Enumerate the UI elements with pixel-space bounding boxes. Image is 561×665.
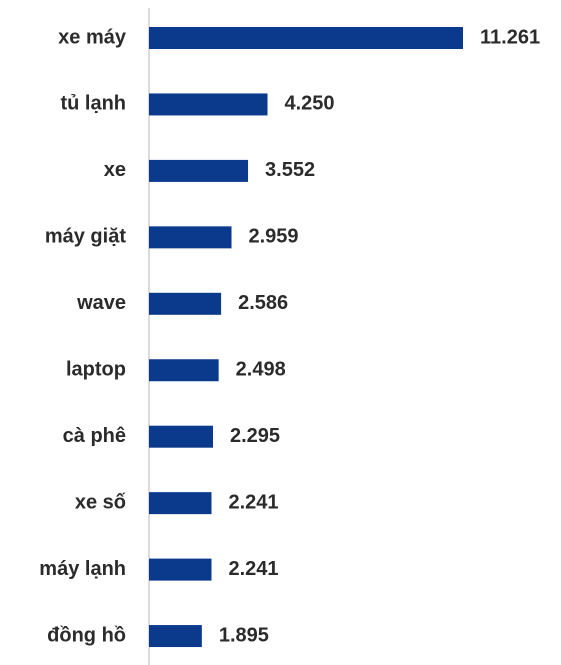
value-label: 2.586 bbox=[238, 292, 288, 314]
category-label: máy giặt bbox=[45, 226, 126, 248]
category-label: xe máy bbox=[58, 26, 127, 48]
bar bbox=[149, 159, 249, 182]
category-label: xe bbox=[104, 159, 126, 181]
category-label: laptop bbox=[66, 359, 126, 381]
value-label: 11.261 bbox=[480, 26, 540, 48]
bar bbox=[149, 425, 213, 448]
bar bbox=[149, 93, 268, 116]
bar bbox=[149, 292, 222, 315]
bar bbox=[149, 625, 202, 648]
bar bbox=[149, 27, 463, 49]
category-label: máy lạnh bbox=[39, 558, 126, 580]
category-label: tủ lạnh bbox=[60, 93, 126, 115]
value-label: 4.250 bbox=[285, 93, 335, 115]
value-label: 2.241 bbox=[228, 558, 278, 580]
bar bbox=[149, 492, 212, 515]
category-label: cà phê bbox=[63, 425, 126, 447]
category-label: wave bbox=[76, 292, 126, 314]
category-label: đồng hồ bbox=[47, 624, 126, 646]
bar bbox=[149, 558, 212, 581]
value-label: 2.959 bbox=[249, 226, 299, 248]
value-label: 2.498 bbox=[236, 359, 286, 381]
value-label: 1.895 bbox=[219, 624, 269, 646]
value-label: 2.295 bbox=[230, 425, 280, 447]
value-label: 3.552 bbox=[265, 159, 315, 181]
bar bbox=[149, 359, 219, 382]
category-label: xe số bbox=[75, 491, 126, 513]
bar bbox=[149, 226, 232, 249]
value-label: 2.241 bbox=[228, 491, 278, 513]
